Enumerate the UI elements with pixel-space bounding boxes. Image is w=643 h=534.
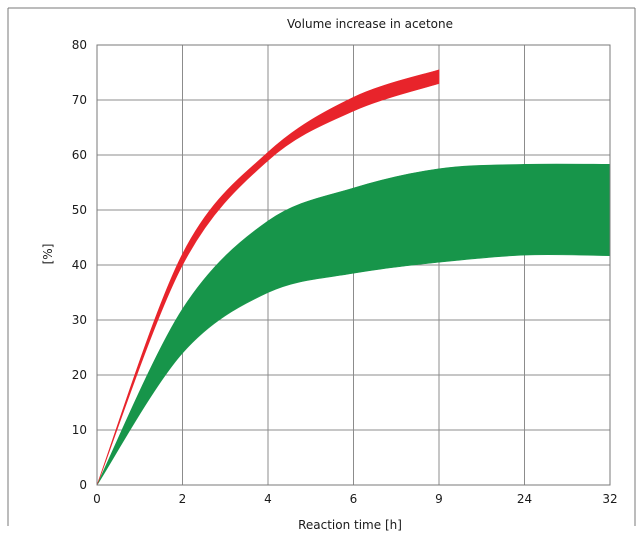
y-tick-label: 70 [72, 93, 87, 107]
x-tick-label: 0 [93, 492, 101, 506]
x-axis-label: Reaction time [h] [298, 518, 402, 532]
y-tick-label: 10 [72, 423, 87, 437]
x-tick-label: 32 [602, 492, 617, 506]
y-tick-label: 40 [72, 258, 87, 272]
plot-frame [96, 44, 611, 486]
x-tick-label: 2 [179, 492, 187, 506]
y-tick-label: 30 [72, 313, 87, 327]
y-tick-label: 0 [79, 478, 87, 492]
y-tick-label: 80 [72, 38, 87, 52]
x-tick-label: 24 [517, 492, 532, 506]
y-tick-label: 50 [72, 203, 87, 217]
series-band-2 [96, 69, 440, 486]
x-tick-label: 4 [264, 492, 272, 506]
y-axis-label: [%] [41, 244, 55, 265]
chart-title: Volume increase in acetone [287, 17, 453, 31]
x-tick-label: 6 [350, 492, 358, 506]
y-tick-label: 20 [72, 368, 87, 382]
y-tick-label: 60 [72, 148, 87, 162]
x-tick-label: 9 [435, 492, 443, 506]
